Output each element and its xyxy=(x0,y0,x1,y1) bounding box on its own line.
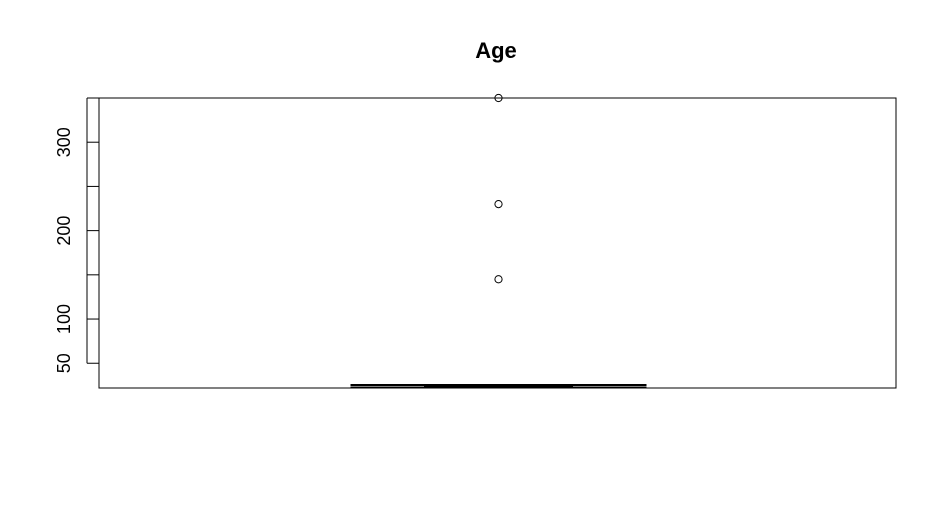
plot-frame xyxy=(98,97,897,389)
y-axis: 50 100 200 300 xyxy=(54,97,99,373)
outlier-point xyxy=(494,93,503,103)
y-tick-label: 50 xyxy=(54,353,74,373)
chart-title: Age xyxy=(475,38,517,63)
outlier-point xyxy=(494,275,503,284)
y-tick-label: 100 xyxy=(54,304,74,334)
outlier-point xyxy=(494,199,503,209)
y-tick-label: 300 xyxy=(54,127,74,157)
y-tick-label: 200 xyxy=(54,216,74,246)
outlier-group xyxy=(494,93,503,284)
box-group xyxy=(350,383,647,389)
